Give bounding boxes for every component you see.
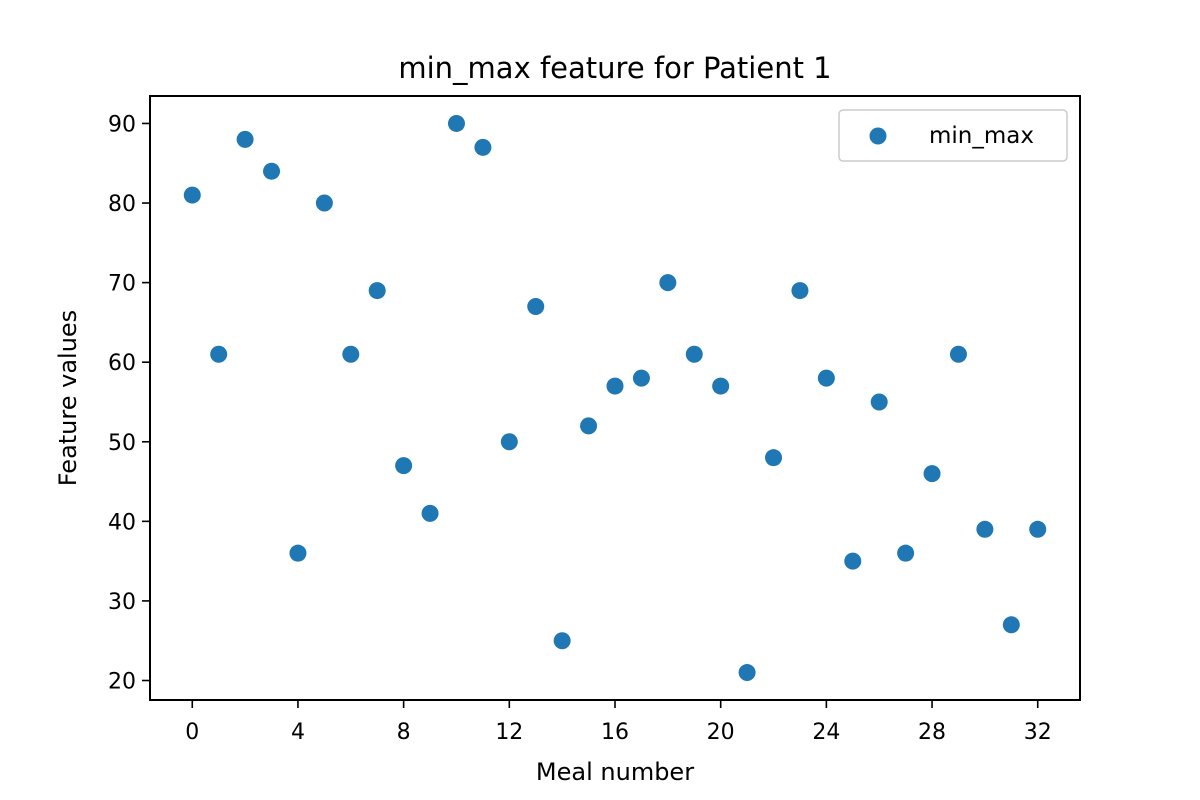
legend-box	[838, 109, 1068, 162]
data-point	[342, 345, 360, 363]
data-point	[421, 504, 439, 522]
x-tick-label: 12	[495, 720, 523, 745]
chart-title: min_max feature for Patient 1	[398, 51, 831, 85]
x-tick-label: 20	[707, 720, 735, 745]
y-tick-label: 50	[108, 431, 136, 456]
data-point	[183, 186, 201, 204]
data-point	[685, 345, 703, 363]
data-point	[527, 297, 545, 315]
data-point	[738, 664, 756, 682]
data-point	[315, 194, 333, 212]
data-point	[500, 433, 518, 451]
data-point	[447, 114, 465, 132]
x-tick-label: 32	[1024, 720, 1052, 745]
legend-marker	[869, 127, 887, 145]
y-tick-label: 30	[108, 590, 136, 615]
data-point	[817, 369, 835, 387]
data-point	[236, 130, 254, 148]
x-axis-ticks: 0 4 8 12 16 20 24 28 32	[185, 700, 1052, 745]
x-tick-label: 4	[291, 720, 305, 745]
data-point	[395, 457, 413, 475]
y-tick-label: 40	[108, 510, 136, 535]
y-tick-label: 60	[108, 351, 136, 376]
data-point	[659, 274, 677, 292]
y-tick-label: 90	[108, 112, 136, 137]
data-point	[553, 632, 571, 650]
y-axis-ticks: 20 30 40 50 60 70 80 90	[108, 112, 150, 695]
y-tick-label: 70	[108, 272, 136, 297]
data-point	[949, 345, 967, 363]
data-point	[923, 465, 941, 483]
data-point	[897, 544, 915, 562]
x-tick-label: 8	[397, 720, 411, 745]
legend: min_max	[838, 109, 1068, 162]
data-point	[765, 449, 783, 467]
data-point	[289, 544, 307, 562]
data-point	[474, 138, 492, 156]
y-axis-label: Feature values	[54, 310, 82, 486]
data-point	[580, 417, 598, 435]
y-tick-label: 20	[108, 670, 136, 695]
plot-area	[149, 95, 1081, 701]
data-point	[844, 552, 862, 570]
data-points	[183, 114, 1047, 682]
data-point	[368, 282, 386, 300]
x-axis-label: Meal number	[536, 758, 694, 786]
x-tick-label: 16	[601, 720, 629, 745]
data-point	[791, 282, 809, 300]
data-point	[210, 345, 228, 363]
data-point	[1029, 520, 1047, 538]
y-tick-label: 80	[108, 192, 136, 217]
data-point	[632, 369, 650, 387]
x-tick-label: 0	[185, 720, 199, 745]
data-point	[870, 393, 888, 411]
data-point	[606, 377, 624, 395]
data-point	[1002, 616, 1020, 634]
data-point	[712, 377, 730, 395]
legend-label: min_max	[929, 123, 1034, 149]
x-tick-label: 28	[918, 720, 946, 745]
x-tick-label: 24	[812, 720, 840, 745]
data-point	[263, 162, 281, 180]
data-point	[976, 520, 994, 538]
